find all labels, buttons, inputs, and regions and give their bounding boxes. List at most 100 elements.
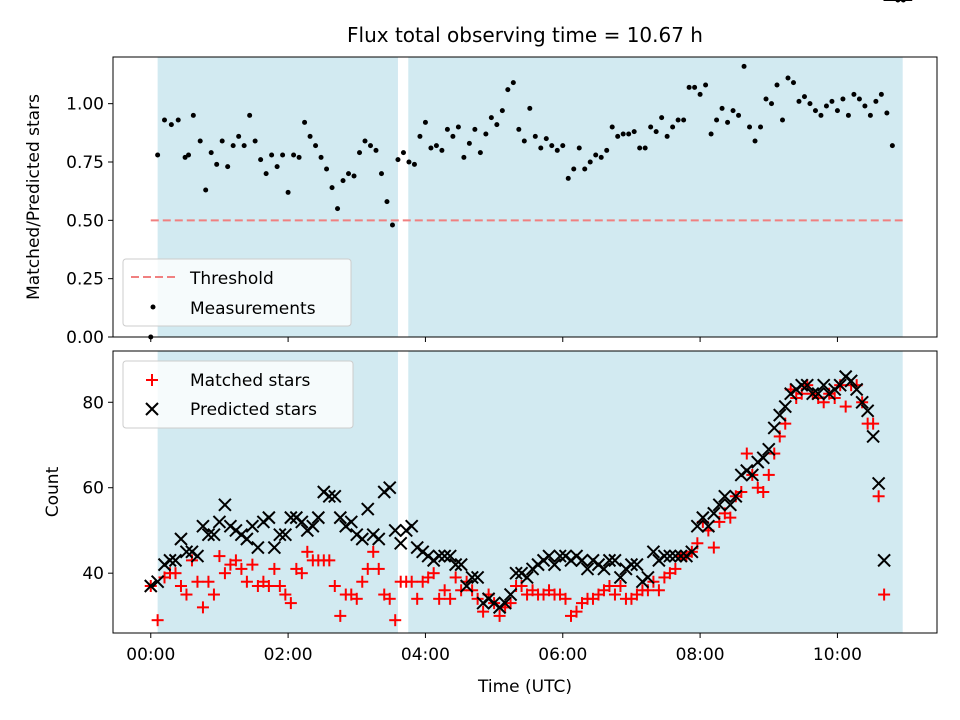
measurement-point (389, 222, 395, 228)
measurement-point (400, 150, 406, 156)
predicted-star-point (212, 515, 227, 529)
predicted-star-point (388, 523, 402, 538)
matched-star-point (246, 558, 259, 571)
predicted-star-point (404, 519, 419, 533)
matched-star-point (218, 567, 231, 580)
bottom-legend: Matched stars Predicted stars (122, 360, 354, 429)
measurement-point (571, 166, 577, 172)
measurement-point (631, 129, 637, 135)
measurement-point (280, 152, 286, 158)
predicted-star-point (207, 528, 221, 542)
measurement-point (340, 178, 346, 184)
measurement-point (335, 206, 341, 212)
top-chart-title: Flux total observing time = 10.67 h (347, 23, 703, 47)
measurement-point (560, 143, 566, 149)
measurement-point (494, 122, 500, 128)
predicted-star-point (394, 536, 408, 550)
predicted-star-point (432, 549, 446, 563)
predicted-star-point (168, 553, 183, 568)
matched-star-point (284, 597, 297, 610)
measurement-point (741, 63, 747, 69)
measurement-point (236, 133, 242, 139)
predicted-star-point (602, 553, 617, 568)
predicted-star-point (179, 545, 194, 559)
measurement-point (664, 133, 670, 139)
matched-star-point (438, 584, 451, 597)
matched-star-point (570, 605, 583, 618)
predicted-star-point (729, 489, 743, 503)
measurement-point (291, 152, 297, 158)
matched-star-point (878, 588, 891, 601)
measurement-point (692, 84, 698, 90)
measurement-point (214, 161, 220, 167)
matched-star-point (762, 468, 775, 481)
predicted-star-point (580, 562, 595, 576)
bottom-y-tick-label: 40 (82, 564, 104, 584)
predicted-star-point (646, 545, 661, 559)
matched-star-point (405, 575, 418, 588)
measurement-point (719, 105, 725, 111)
matched-star-point (872, 490, 885, 503)
measurement-point (554, 147, 560, 153)
measurement-point (450, 133, 456, 139)
bottom-x-axis-ticks: 00:00 02:00 04:00 06:00 08:00 10:00 (126, 633, 862, 665)
predicted-star-point (696, 510, 710, 525)
measurement-point (812, 108, 818, 114)
predicted-stars-legend-label: Predicted stars (190, 400, 317, 420)
measurement-point (889, 143, 895, 149)
predicted-star-point (877, 553, 891, 568)
predicted-star-point (262, 510, 276, 525)
measurement-point (329, 185, 335, 191)
measurements-legend-label: Measurements (190, 299, 316, 319)
predicted-star-point (663, 549, 677, 563)
threshold-legend-label: Threshold (189, 269, 274, 289)
measurement-point (801, 94, 807, 100)
measurement-point (840, 96, 846, 102)
measurement-point (324, 166, 330, 172)
predicted-star-point (344, 515, 358, 529)
measurement-point (197, 138, 203, 144)
predicted-star-point (657, 549, 672, 563)
measurement-point (845, 112, 851, 118)
matched-star-point (449, 571, 462, 584)
measurement-point (186, 152, 192, 158)
measurement-point (302, 119, 308, 125)
predicted-star-point (849, 382, 864, 397)
measurement-point (378, 171, 384, 177)
measurement-point (230, 143, 236, 149)
bottom-y-axis-ticks: 40 60 80 (82, 393, 113, 584)
matched-star-point (427, 567, 440, 580)
matched-star-point (295, 567, 308, 580)
measurement-point (834, 108, 840, 114)
matched-star-point (444, 592, 457, 605)
predicted-star-point (745, 468, 759, 482)
measurement-point (247, 112, 253, 118)
measurement-point (406, 159, 412, 165)
measurement-point (269, 152, 275, 158)
measurement-point (752, 138, 758, 144)
matched-star-point (477, 605, 490, 618)
measurement-point (774, 82, 780, 88)
bottom-legend-box (122, 360, 354, 429)
measurement-point (862, 103, 868, 109)
predicted-star-point (668, 549, 683, 563)
predicted-star-point (597, 562, 611, 576)
predicted-star-point (443, 549, 457, 563)
predicted-star-point (701, 519, 716, 533)
predicted-star-point (855, 395, 869, 409)
measurement-point (241, 143, 247, 149)
measurement-point (856, 96, 862, 102)
matched-stars-legend-swatch (146, 374, 158, 386)
matched-star-point (279, 588, 292, 601)
matched-star-point (207, 588, 220, 601)
predicted-star-point (685, 545, 699, 559)
measurement-point (488, 115, 494, 121)
measurements-legend-swatch (150, 304, 156, 310)
measurement-point (851, 91, 857, 97)
measurement-point (637, 145, 643, 151)
measurement-point (708, 131, 714, 137)
measurement-point (582, 166, 588, 172)
predicted-star-point (608, 553, 622, 568)
measurement-point (681, 117, 687, 123)
